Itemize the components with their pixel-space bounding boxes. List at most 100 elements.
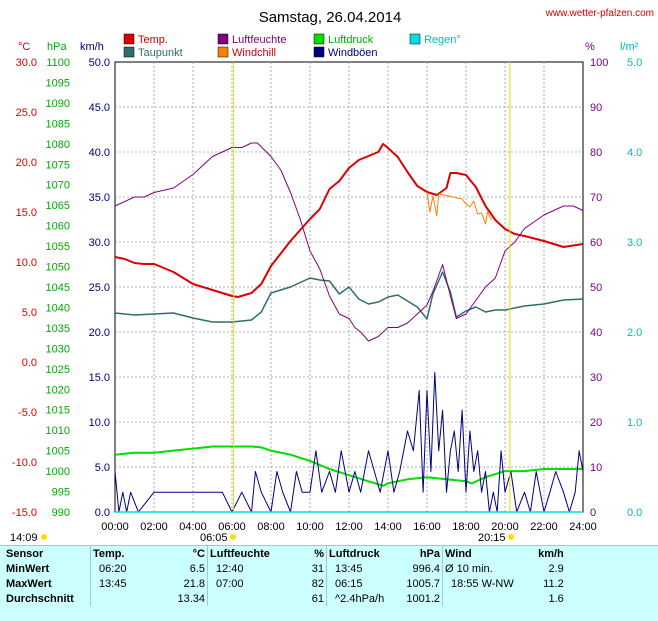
pressure-axis-tick: 1085: [46, 118, 70, 130]
stats-cell: 12:40: [207, 561, 282, 576]
sunrise-icon: [230, 534, 236, 540]
humidity-axis-tick: 90: [590, 102, 602, 114]
stats-cell: Ø 10 min.: [441, 561, 516, 576]
temp-axis-unit: °C: [18, 41, 30, 53]
stats-row-avg: Durchschnitt 13.34 61 ^2.4hPa/h 1001.2 1…: [0, 591, 566, 606]
temp-axis-tick: 25.0: [16, 107, 37, 119]
x-axis-tick: 18:00: [452, 521, 480, 533]
temp-axis-tick: 5.0: [22, 307, 37, 319]
stats-cell: 13:45: [90, 576, 145, 591]
stats-header-temp: Temp.: [90, 546, 145, 561]
stats-cell: [207, 591, 282, 606]
stats-cell: [90, 591, 145, 606]
stats-cell: 82: [311, 577, 324, 590]
pressure-axis-tick: 1035: [46, 323, 70, 335]
pressure-axis-tick: 1005: [46, 446, 70, 458]
stats-cell: 11.2: [543, 577, 564, 590]
humidity-axis-unit: %: [585, 41, 595, 53]
rain-axis-tick: 0.0: [627, 507, 642, 519]
x-axis-tick: 08:00: [257, 521, 285, 533]
series-line-temp: [114, 143, 584, 298]
pressure-axis-tick: 1020: [46, 384, 70, 396]
stats-header-pressure-unit: hPa: [419, 547, 440, 560]
stats-cell: 21.8: [183, 577, 205, 590]
pressure-axis-tick: 1055: [46, 241, 70, 253]
x-axis-tick: 20:00: [491, 521, 519, 533]
pressure-axis-tick: 1080: [46, 139, 70, 151]
temp-axis-tick: 30.0: [16, 57, 37, 69]
rain-axis-tick: 4.0: [627, 147, 642, 159]
stats-cell: 6.5: [189, 562, 205, 575]
temp-axis-tick: -5.0: [18, 407, 37, 419]
x-axis-tick: 16:00: [413, 521, 441, 533]
wind-axis-tick: 5.0: [95, 462, 110, 474]
stats-cell: 13.34: [177, 592, 205, 605]
pressure-axis-tick: 1060: [46, 221, 70, 233]
stats-header-row: Sensor Temp. °C Luftfeuchte % Luftdruck …: [0, 546, 566, 561]
stats-header-humidity: Luftfeuchte: [207, 546, 282, 561]
series-line-humidity: [114, 142, 584, 342]
pressure-axis-tick: 1065: [46, 200, 70, 212]
pressure-axis-tick: 1075: [46, 159, 70, 171]
stats-row-label: Durchschnitt: [6, 592, 74, 605]
series-line-wind: [114, 372, 584, 513]
temp-axis-tick: -10.0: [12, 457, 37, 469]
daylength-label: 14:09: [10, 532, 38, 544]
legend-label: Luftdruck: [328, 34, 374, 46]
stats-cell: 1.6: [548, 592, 564, 605]
temp-axis-tick: 10.0: [16, 257, 37, 269]
pressure-axis-tick: 995: [52, 487, 70, 499]
stats-row-label: MaxWert: [6, 577, 52, 590]
pressure-axis-tick: 1045: [46, 282, 70, 294]
rain-axis-unit: l/m²: [620, 41, 639, 53]
stats-cell: 31: [311, 562, 324, 575]
legend-swatch: [409, 33, 421, 45]
temp-axis-tick: -15.0: [12, 507, 37, 519]
stats-cell: [441, 591, 516, 606]
stats-panel: Sensor Temp. °C Luftfeuchte % Luftdruck …: [0, 545, 658, 621]
legend-swatch: [217, 46, 229, 58]
daylength-icon: [41, 534, 47, 540]
rain-axis-tick: 1.0: [627, 417, 642, 429]
pressure-axis-tick: 1070: [46, 180, 70, 192]
sunrise-label: 06:05: [200, 532, 228, 544]
humidity-axis-tick: 30: [590, 372, 602, 384]
humidity-axis-tick: 50: [590, 282, 602, 294]
site-label: www.wetter-pfalzen.com: [545, 8, 654, 19]
x-axis-tick: 12:00: [335, 521, 363, 533]
pressure-axis-tick: 990: [52, 507, 70, 519]
pressure-axis-tick: 1015: [46, 405, 70, 417]
humidity-axis-tick: 60: [590, 237, 602, 249]
stats-header-temp-unit: °C: [192, 547, 205, 560]
x-axis-tick: 00:00: [101, 521, 129, 533]
x-axis-tick: 22:00: [530, 521, 558, 533]
legend-label: Luftfeuchte: [232, 34, 286, 46]
weather-chart: 30.0 25.0 20.0 15.0 10.0 5.0 0.0 -5.0 -10.0 -15.0…: [10, 8, 654, 544]
x-axis-tick: 04:00: [179, 521, 207, 533]
legend-label: Windchill: [232, 47, 276, 59]
wind-axis-unit: km/h: [80, 41, 104, 53]
x-axis-tick: 24:00: [569, 521, 597, 533]
series-line-temp: [426, 191, 492, 225]
sunset-label: 20:15: [478, 532, 506, 544]
stats-row-min: MinWert 06:20 6.5 12:40 31 13:45 996.4 Ø…: [0, 561, 566, 576]
pressure-axis-tick: 1050: [46, 262, 70, 274]
humidity-axis-tick: 40: [590, 327, 602, 339]
stats-cell: 18:55 W-NW: [441, 576, 516, 591]
x-axis-tick: 10:00: [296, 521, 324, 533]
stats-cell: 13:45: [326, 561, 393, 576]
series-line-pressure: [114, 445, 583, 487]
legend-swatch: [123, 33, 135, 45]
wind-axis-tick: 15.0: [89, 372, 110, 384]
legend-label: Windböen: [328, 47, 378, 59]
wind-axis-tick: 10.0: [89, 417, 110, 429]
pressure-axis-tick: 1090: [46, 98, 70, 110]
stats-cell: 07:00: [207, 576, 282, 591]
stats-cell: 06:20: [90, 561, 145, 576]
wind-axis-tick: 30.0: [89, 237, 110, 249]
stats-header-wind: Wind: [441, 546, 516, 561]
stats-cell: 2.9: [548, 562, 564, 575]
pressure-axis-tick: 1100: [46, 57, 70, 69]
legend-label: Regen°: [424, 34, 461, 46]
sunset-icon: [508, 534, 514, 540]
